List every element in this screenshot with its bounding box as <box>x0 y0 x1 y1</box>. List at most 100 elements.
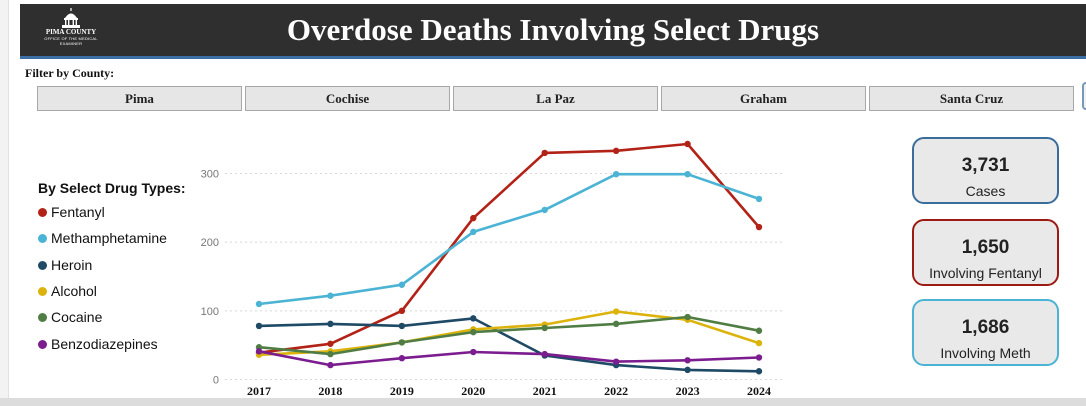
kpi-meth-label: Involving Meth <box>940 345 1031 361</box>
data-point-cocaine <box>470 328 477 336</box>
series-line-cocaine <box>257 315 761 356</box>
data-point-heroin <box>755 368 763 375</box>
data-point-cocaine <box>541 324 548 332</box>
data-point-benzodiazepines <box>755 354 763 361</box>
data-point-benzodiazepines <box>470 348 477 356</box>
legend-label: Benzodiazepines <box>51 335 158 352</box>
logo-text-county: PIMA COUNTY <box>45 28 97 36</box>
data-point-fentanyl <box>470 214 477 222</box>
kpi-fentanyl-value: 1,650 <box>961 237 1010 258</box>
x-tick-label: 2023 <box>676 384 700 398</box>
legend-item-alcohol[interactable]: Alcohol <box>38 283 97 299</box>
data-point-benzodiazepines <box>612 358 620 365</box>
data-point-benzodiazepines <box>327 361 334 369</box>
series-line-heroin <box>257 317 761 373</box>
data-point-cocaine <box>755 327 763 334</box>
filter-scroll-next[interactable] <box>1082 82 1086 110</box>
y-tick-label: 100 <box>201 306 219 318</box>
data-point-fentanyl <box>327 340 334 347</box>
data-point-methamphetamine <box>612 170 620 178</box>
y-tick-label: 0 <box>213 375 219 387</box>
legend-dot-icon <box>38 234 47 244</box>
x-tick-label: 2019 <box>390 384 414 398</box>
legend-dot-icon <box>38 286 47 296</box>
data-point-heroin <box>470 315 477 322</box>
line-chart: 0 100 200 300 2017 2018 2019 2020 2021 2022 2023 20… <box>201 140 785 398</box>
series-line-methamphetamine <box>257 172 761 306</box>
kpi-card-cases: 3,731 Cases <box>912 137 1059 204</box>
data-point-cocaine <box>398 339 406 346</box>
data-point-fentanyl <box>684 140 691 148</box>
data-point-cocaine <box>327 350 334 358</box>
bottom-scrollbar[interactable] <box>0 398 1086 406</box>
data-point-methamphetamine <box>470 228 477 236</box>
data-point-fentanyl <box>398 307 406 315</box>
legend-item-heroin[interactable]: Heroin <box>38 257 92 273</box>
kpi-cases-label: Cases <box>965 183 1006 199</box>
data-point-methamphetamine <box>327 292 334 299</box>
data-point-benzodiazepines <box>398 355 406 362</box>
series-line-fentanyl <box>257 142 761 354</box>
data-point-fentanyl <box>612 147 620 155</box>
legend-label: Fentanyl <box>51 204 105 220</box>
x-tick-label: 2022 <box>604 384 628 398</box>
data-point-methamphetamine <box>255 300 263 308</box>
x-tick-label: 2017 <box>247 384 271 398</box>
legend-dot-icon <box>38 260 47 270</box>
filter-button-graham[interactable]: Graham <box>661 86 866 111</box>
data-point-alcohol <box>612 308 620 315</box>
legend-label: Alcohol <box>51 282 97 299</box>
legend-item-fentanyl[interactable]: Fentanyl <box>38 204 105 220</box>
data-point-heroin <box>255 322 263 330</box>
data-point-cocaine <box>612 320 620 328</box>
legend-item-methamphetamine[interactable]: Methamphetamine <box>38 230 167 246</box>
data-point-fentanyl <box>541 149 548 157</box>
data-point-benzodiazepines <box>684 357 691 364</box>
filter-button-pima[interactable]: Pima <box>37 86 242 111</box>
logo-text-office: OFFICE OF THE MEDICAL EXAMINER <box>44 36 98 46</box>
x-tick-label: 2018 <box>318 384 342 398</box>
x-tick-label: 2021 <box>533 384 557 398</box>
report-header: PIMA COUNTY OFFICE OF THE MEDICAL EXAMIN… <box>20 4 1086 59</box>
page-title: Overdose Deaths Involving Select Drugs <box>286 12 820 47</box>
data-point-heroin <box>684 366 691 374</box>
legend-label: Heroin <box>51 256 93 273</box>
chart-legend: By Select Drug Types: Fentanyl Methamphet… <box>38 180 186 352</box>
data-point-methamphetamine <box>684 170 691 178</box>
filter-button-santa-cruz[interactable]: Santa Cruz <box>869 86 1074 111</box>
pima-county-logo: PIMA COUNTY OFFICE OF THE MEDICAL EXAMIN… <box>42 8 100 52</box>
data-point-benzodiazepines <box>255 348 263 355</box>
capitol-dome-icon <box>62 8 80 28</box>
legend-label: Cocaine <box>51 309 103 326</box>
data-point-heroin <box>327 320 334 328</box>
legend-dot-icon <box>38 313 47 323</box>
y-tick-label: 200 <box>201 237 219 249</box>
x-tick-label: 2020 <box>461 384 485 398</box>
legend-dot-icon <box>38 208 47 217</box>
legend-item-benzodiazepines[interactable]: Benzodiazepines <box>38 336 158 352</box>
data-point-alcohol <box>755 339 763 347</box>
filter-label: Filter by County: <box>25 66 115 80</box>
y-tick-label: 300 <box>201 169 219 181</box>
legend-label: Methamphetamine <box>51 230 167 247</box>
legend-item-cocaine[interactable]: Cocaine <box>38 309 102 325</box>
data-point-methamphetamine <box>398 281 406 288</box>
data-point-benzodiazepines <box>541 350 548 358</box>
data-point-methamphetamine <box>541 206 548 214</box>
data-point-methamphetamine <box>755 195 763 203</box>
kpi-card-fentanyl: 1,650 Involving Fentanyl <box>912 219 1059 286</box>
data-point-cocaine <box>684 313 691 321</box>
filter-button-cochise[interactable]: Cochise <box>245 86 450 111</box>
kpi-card-meth: 1,686 Involving Meth <box>912 299 1059 366</box>
legend-dot-icon <box>38 339 47 349</box>
page-left-edge <box>0 0 9 406</box>
filter-button-la-paz[interactable]: La Paz <box>453 86 658 111</box>
x-tick-label: 2024 <box>747 384 771 398</box>
data-point-fentanyl <box>755 223 763 231</box>
kpi-cases-value: 3,731 <box>961 155 1010 176</box>
legend-title: By Select Drug Types: <box>38 180 186 196</box>
series-line-benzodiazepines <box>257 350 761 367</box>
kpi-meth-value: 1,686 <box>961 317 1010 338</box>
data-point-heroin <box>398 322 406 330</box>
kpi-fentanyl-label: Involving Fentanyl <box>929 265 1042 281</box>
